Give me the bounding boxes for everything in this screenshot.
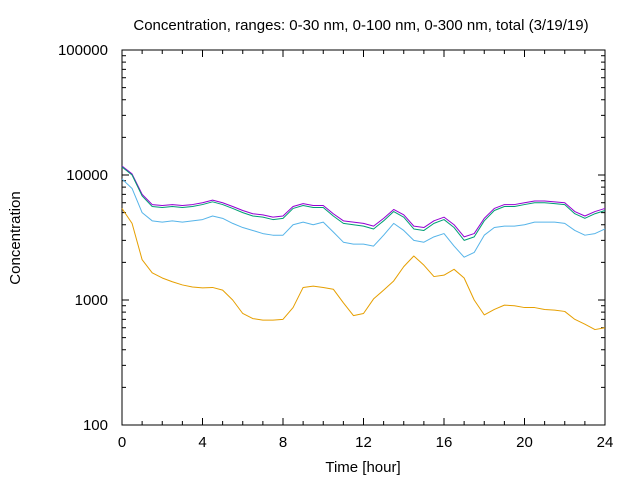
x-tick-label: 0 — [118, 434, 126, 451]
y-tick-label: 100 — [83, 417, 108, 434]
x-tick-label: 4 — [198, 434, 206, 451]
x-tick-label: 16 — [436, 434, 453, 451]
x-tick-label: 12 — [355, 434, 372, 451]
series-line-1 — [121, 165, 606, 238]
series-line-4 — [121, 208, 606, 331]
chart-title: Concentration, ranges: 0-30 nm, 0-100 nm… — [133, 17, 588, 34]
plot-frame — [121, 49, 606, 426]
x-tick-label: 24 — [597, 434, 614, 451]
series-line-2 — [121, 166, 606, 241]
y-tick-label: 10000 — [66, 167, 108, 184]
y-tick-label: 100000 — [58, 42, 108, 59]
x-tick-label: 8 — [279, 434, 287, 451]
x-tick-label: 20 — [516, 434, 533, 451]
x-axis-label: Time [hour] — [325, 459, 400, 476]
y-axis-label: Concentration — [7, 191, 24, 284]
axis-ticks: 0 4 8 12 16 20 24 100 1000 10000 100000 — [58, 42, 613, 451]
y-tick-label: 1000 — [75, 292, 108, 309]
series-lines — [121, 165, 606, 331]
series-line-3 — [121, 178, 606, 258]
